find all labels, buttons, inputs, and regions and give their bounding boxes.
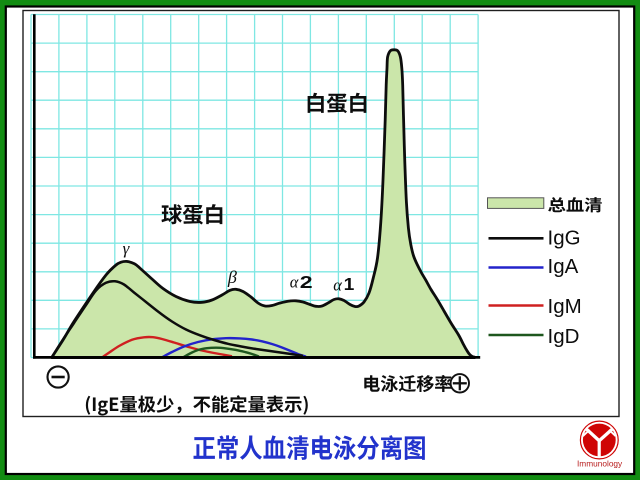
svg-text:IgA: IgA	[548, 255, 579, 278]
svg-text:IgD: IgD	[548, 325, 580, 348]
svg-text:γ: γ	[123, 239, 131, 258]
svg-text:α: α	[290, 273, 299, 292]
svg-text:IgM: IgM	[548, 295, 582, 318]
svg-text:α: α	[333, 276, 342, 295]
svg-text:Immunology: Immunology	[577, 459, 623, 469]
svg-text:IgG: IgG	[548, 226, 581, 249]
svg-text:2: 2	[300, 272, 313, 292]
svg-text:β: β	[227, 267, 237, 287]
svg-text:1: 1	[344, 274, 355, 294]
